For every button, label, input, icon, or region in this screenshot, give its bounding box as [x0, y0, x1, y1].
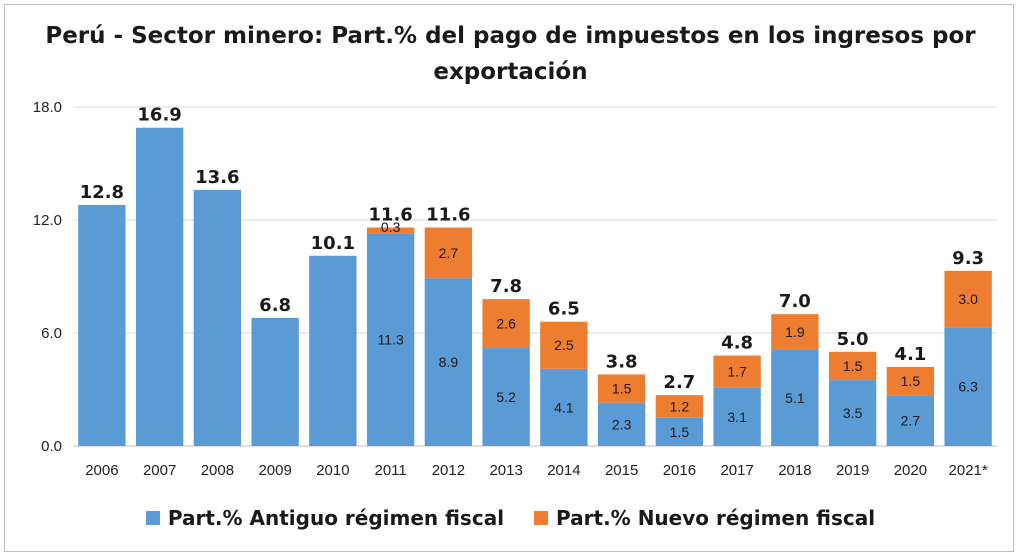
bar-nuevo [944, 270, 992, 328]
x-tick-label: 2007 [143, 462, 176, 479]
data-label-total: 3.8 [606, 351, 638, 372]
data-label-nuevo: 2.6 [496, 316, 516, 332]
bar-antiguo [309, 255, 357, 446]
bar-nuevo [771, 314, 819, 350]
chart-legend: Part.% Antiguo régimen fiscal Part.% Nue… [0, 500, 1021, 536]
x-tick-label: 2014 [547, 462, 580, 479]
data-label-total: 4.1 [894, 344, 926, 365]
data-label-nuevo: 1.5 [901, 373, 921, 389]
data-label-total: 7.0 [779, 291, 811, 312]
bar-antiguo [597, 402, 646, 446]
bar-antiguo [78, 204, 126, 446]
bar-nuevo [886, 366, 935, 396]
chart-title: Perú - Sector minero: Part.% del pago de… [45, 23, 976, 85]
data-label-total: 16.9 [137, 105, 181, 126]
bar-antiguo [540, 368, 588, 446]
data-label-nuevo: 2.7 [439, 245, 459, 261]
data-label-total: 10.1 [311, 233, 355, 254]
data-label-antiguo: 11.3 [378, 332, 404, 348]
bar-antiguo [944, 327, 992, 446]
legend-item-antiguo: Part.% Antiguo régimen fiscal [145, 506, 505, 530]
x-tick-label: 2012 [432, 462, 465, 479]
y-tick-label: 18.0 [33, 99, 62, 116]
data-label-total: 7.8 [490, 276, 522, 297]
data-label-antiguo: 2.3 [612, 416, 632, 432]
bar-antiguo [482, 348, 530, 446]
bar-antiguo [424, 278, 473, 446]
data-label-total: 12.8 [80, 182, 124, 203]
legend-swatch-nuevo [534, 511, 549, 525]
data-label-nuevo: 1.5 [843, 358, 863, 374]
x-tick-label: 2018 [778, 462, 811, 479]
bar-antiguo [713, 387, 761, 446]
data-label-antiguo: 2.7 [901, 413, 921, 429]
data-label-nuevo: 2.5 [554, 337, 574, 353]
data-label-antiguo: 8.9 [439, 354, 459, 370]
bar-antiguo [886, 395, 935, 446]
bar-nuevo [828, 351, 877, 381]
x-tick-label: 2011 [374, 462, 406, 479]
data-label-antiguo: 6.3 [958, 379, 978, 395]
x-tick-label: 2008 [201, 462, 234, 479]
y-tick-label: 0.0 [41, 438, 62, 455]
data-label-antiguo: 3.1 [727, 409, 747, 425]
bar-antiguo [366, 233, 415, 446]
legend-swatch-antiguo [145, 511, 160, 525]
y-tick-label: 6.0 [41, 325, 62, 342]
bar-nuevo [366, 227, 415, 234]
data-label-nuevo: 1.9 [785, 324, 805, 340]
data-label-total: 6.5 [548, 299, 580, 320]
y-tick-label: 12.0 [33, 212, 62, 229]
bar-antiguo [135, 127, 184, 446]
x-tick-label: 2016 [663, 462, 696, 479]
data-label-antiguo: 1.5 [670, 424, 690, 440]
data-label-total: 5.0 [837, 329, 869, 350]
x-tick-label: 2017 [720, 462, 753, 479]
data-label-antiguo: 4.1 [554, 399, 574, 415]
bar-antiguo [771, 349, 819, 446]
x-tick-label: 2019 [836, 462, 869, 479]
data-label-total: 11.6 [368, 205, 412, 226]
data-label-nuevo: 3.0 [958, 291, 978, 307]
data-label-total: 9.3 [952, 248, 984, 269]
x-tick-label: 2020 [894, 462, 927, 479]
bar-nuevo [655, 395, 704, 418]
data-label-nuevo: 1.2 [670, 398, 690, 414]
data-label-antiguo: 5.1 [785, 390, 805, 406]
bar-antiguo [655, 417, 704, 446]
bar-nuevo [482, 299, 530, 349]
x-tick-label: 2015 [605, 462, 638, 479]
data-label-total: 4.8 [721, 333, 753, 354]
data-label-antiguo: 5.2 [496, 389, 516, 405]
data-label-total: 13.6 [195, 167, 239, 188]
bar-antiguo [251, 317, 299, 446]
data-label-nuevo: 1.7 [727, 364, 747, 380]
data-label-total: 6.8 [259, 295, 291, 316]
bar-nuevo [540, 321, 588, 369]
data-label-nuevo: 1.5 [612, 381, 632, 397]
data-label-total: 2.7 [663, 372, 695, 393]
data-label-total: 11.6 [426, 205, 470, 226]
bar-nuevo [713, 355, 761, 388]
data-label-antiguo: 3.5 [843, 405, 863, 421]
bar-antiguo [193, 189, 242, 446]
bar-nuevo [424, 227, 473, 279]
x-tick-label: 2006 [85, 462, 118, 479]
x-tick-label: 2009 [258, 462, 291, 479]
x-tick-label: 2021* [949, 462, 988, 479]
x-tick-label: 2013 [489, 462, 522, 479]
data-label-nuevo: 0.3 [381, 219, 401, 235]
bar-nuevo [597, 374, 646, 403]
legend-item-nuevo: Part.% Nuevo régimen fiscal [534, 506, 875, 530]
bar-antiguo [828, 380, 877, 446]
legend-label-nuevo: Part.% Nuevo régimen fiscal [556, 506, 876, 530]
legend-label-antiguo: Part.% Antiguo régimen fiscal [167, 506, 505, 530]
x-tick-label: 2010 [316, 462, 349, 479]
